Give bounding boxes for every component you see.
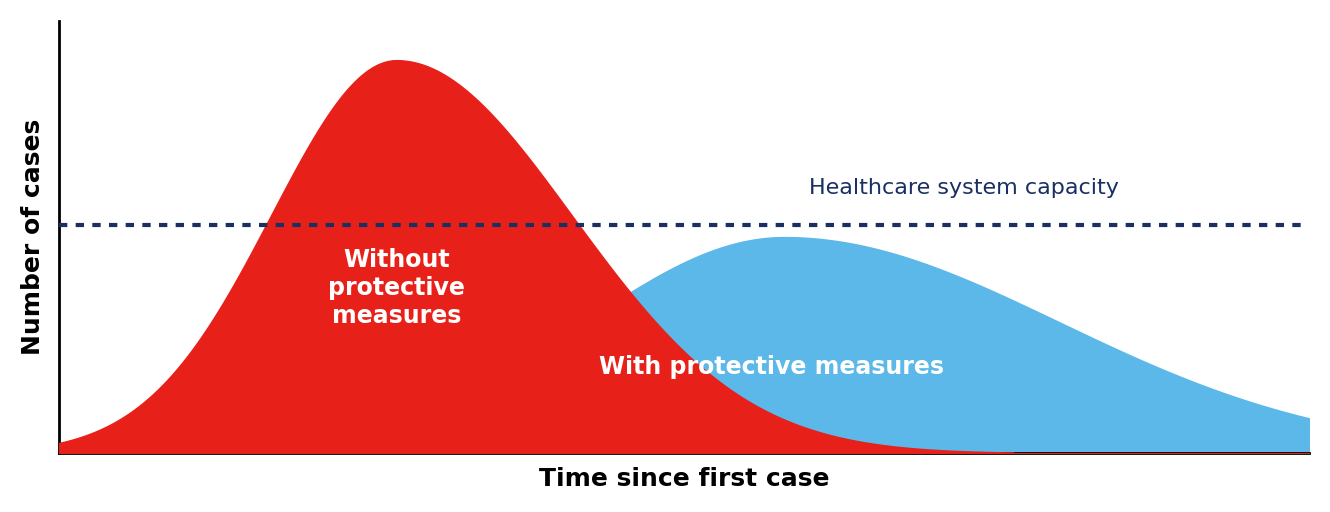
Text: Healthcare system capacity: Healthcare system capacity (809, 178, 1119, 198)
X-axis label: Time since first case: Time since first case (539, 467, 829, 491)
Text: Without
protective
measures: Without protective measures (329, 248, 464, 328)
Text: With protective measures: With protective measures (598, 355, 944, 379)
Y-axis label: Number of cases: Number of cases (21, 119, 45, 355)
